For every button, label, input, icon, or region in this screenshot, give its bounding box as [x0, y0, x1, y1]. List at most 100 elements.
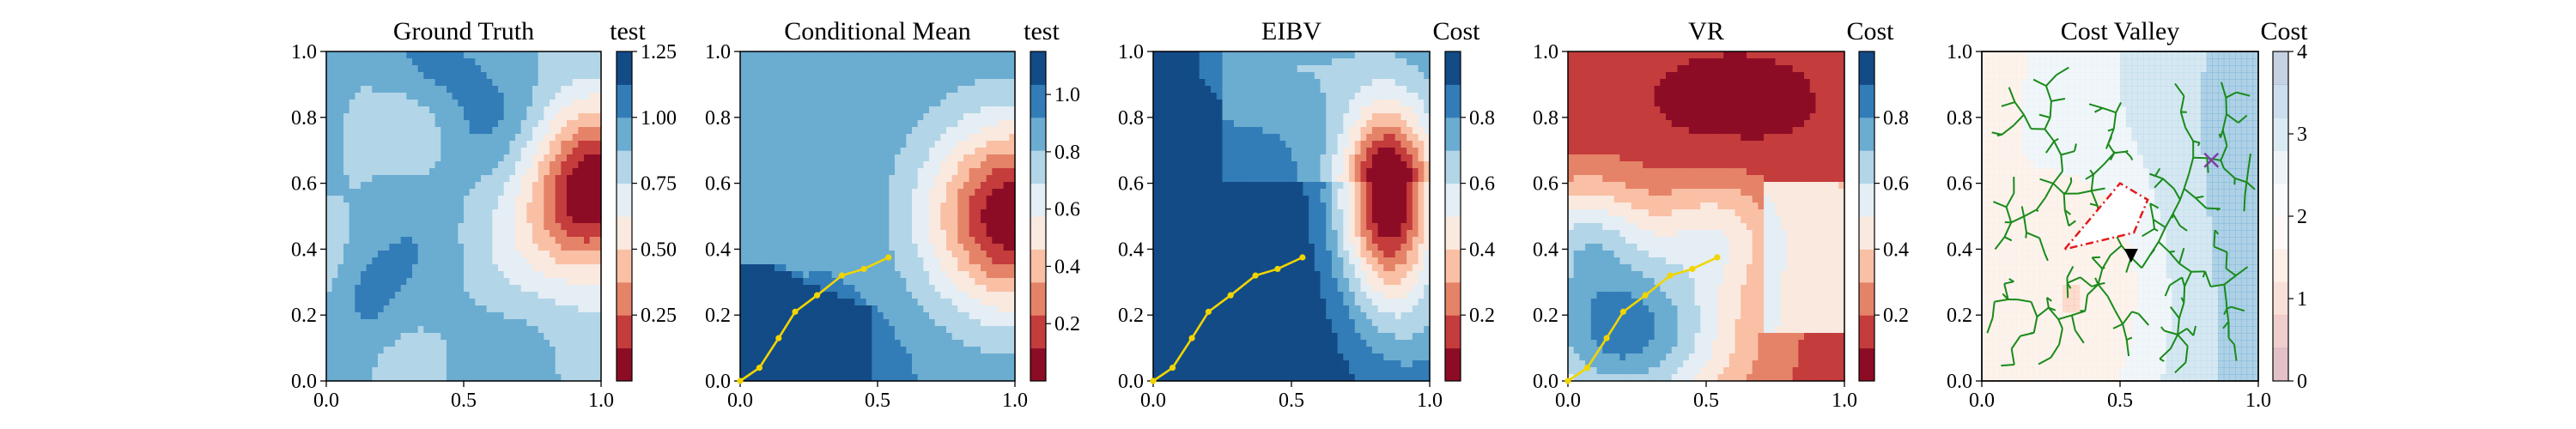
- heatmap-cell: [520, 305, 527, 313]
- heatmap-cell: [578, 72, 585, 80]
- heatmap-cell: [423, 127, 430, 135]
- heatmap-cell: [532, 257, 539, 265]
- heatmap-cell: [786, 285, 793, 293]
- heatmap-cell: [361, 305, 368, 313]
- heatmap-cell: [361, 374, 368, 382]
- heatmap-cell: [963, 209, 970, 217]
- heatmap-cell: [1003, 326, 1010, 334]
- heatmap-cell: [826, 326, 833, 334]
- heatmap-cell: [492, 353, 499, 361]
- heatmap-cell: [998, 374, 1005, 382]
- heatmap-cell: [809, 175, 816, 183]
- heatmap-cell: [1182, 58, 1188, 66]
- heatmap-cell: [923, 278, 930, 286]
- heatmap-cell: [389, 120, 396, 128]
- heatmap-cell: [831, 141, 838, 148]
- heatmap-cell: [383, 196, 390, 203]
- heatmap-cell: [1158, 299, 1166, 306]
- heatmap-cell: [757, 148, 764, 155]
- heatmap-cell: [458, 257, 465, 265]
- heatmap-cell: [383, 251, 390, 258]
- heatmap-cell: [934, 353, 941, 361]
- heatmap-cell: [469, 292, 476, 299]
- heatmap-cell: [929, 113, 936, 121]
- heatmap-cell: [486, 257, 493, 265]
- heatmap-cell: [1182, 86, 1188, 94]
- heatmap-cell: [538, 230, 544, 238]
- heatmap-cell: [775, 93, 781, 100]
- heatmap-cell: [860, 353, 867, 361]
- heatmap-cell: [343, 189, 350, 196]
- heatmap-cell: [809, 182, 816, 190]
- heatmap-cell: [584, 251, 591, 258]
- heatmap-cell: [975, 326, 981, 334]
- heatmap-cell: [458, 285, 465, 293]
- heatmap-cell: [934, 141, 941, 148]
- heatmap-cell: [498, 333, 505, 341]
- y-tick-label: 0.6: [705, 173, 731, 196]
- heatmap-cell: [544, 319, 550, 327]
- heatmap-cell: [1176, 271, 1183, 279]
- heatmap-cell: [1164, 100, 1171, 107]
- heatmap-cell: [555, 86, 562, 94]
- heatmap-cell: [475, 305, 482, 313]
- heatmap-cell: [878, 113, 884, 121]
- heatmap-cell: [481, 182, 488, 190]
- heatmap-cell: [981, 353, 987, 361]
- heatmap-cell: [786, 168, 793, 176]
- heatmap-cell: [831, 333, 838, 341]
- heatmap-cell: [429, 51, 436, 59]
- heatmap-cell: [762, 244, 769, 251]
- heatmap-cell: [843, 319, 850, 327]
- heatmap-cell: [963, 161, 970, 169]
- heatmap-cell: [1182, 134, 1188, 142]
- heatmap-cell: [331, 333, 338, 341]
- heatmap-cell: [555, 106, 562, 114]
- heatmap-cell: [383, 374, 390, 382]
- heatmap-cell: [762, 65, 769, 73]
- heatmap-cell: [912, 189, 919, 196]
- heatmap-cell: [372, 79, 379, 87]
- heatmap-cell: [912, 230, 919, 238]
- heatmap-cell: [814, 182, 821, 190]
- heatmap-cell: [745, 257, 752, 265]
- heatmap-cell: [946, 196, 953, 203]
- heatmap-cell: [986, 141, 993, 148]
- heatmap-cell: [389, 168, 396, 176]
- heatmap-cell: [775, 340, 781, 347]
- heatmap-cell: [458, 189, 465, 196]
- heatmap-cell: [349, 251, 355, 258]
- heatmap-cell: [412, 237, 419, 245]
- heatmap-cell: [520, 271, 527, 279]
- heatmap-cell: [595, 79, 602, 87]
- heatmap-cell: [826, 161, 833, 169]
- heatmap-cell: [889, 79, 896, 87]
- heatmap-cell: [475, 216, 482, 224]
- heatmap-cell: [986, 367, 993, 375]
- heatmap-cell: [986, 333, 993, 341]
- heatmap-cell: [740, 86, 747, 94]
- heatmap-cell: [792, 202, 799, 210]
- heatmap-cell: [1153, 93, 1160, 100]
- heatmap-cell: [423, 326, 430, 334]
- heatmap-cell: [538, 168, 544, 176]
- heatmap-cell: [378, 154, 385, 162]
- heatmap-cell: [1176, 292, 1183, 299]
- heatmap-cell: [1176, 51, 1183, 59]
- heatmap-cell: [355, 333, 361, 341]
- heatmap-cell: [355, 278, 361, 286]
- heatmap-cell: [1003, 347, 1010, 354]
- heatmap-cell: [464, 148, 471, 155]
- heatmap-cell: [1009, 292, 1016, 299]
- heatmap-cell: [532, 86, 539, 94]
- heatmap-cell: [434, 182, 441, 190]
- heatmap-cell: [417, 189, 424, 196]
- heatmap-cell: [786, 58, 793, 66]
- heatmap-cell: [544, 230, 550, 238]
- heatmap-cell: [429, 79, 436, 87]
- heatmap-cell: [1158, 93, 1166, 100]
- heatmap-cell: [458, 51, 465, 59]
- heatmap-cell: [526, 161, 533, 169]
- heatmap-cell: [492, 189, 499, 196]
- heatmap-cell: [848, 175, 855, 183]
